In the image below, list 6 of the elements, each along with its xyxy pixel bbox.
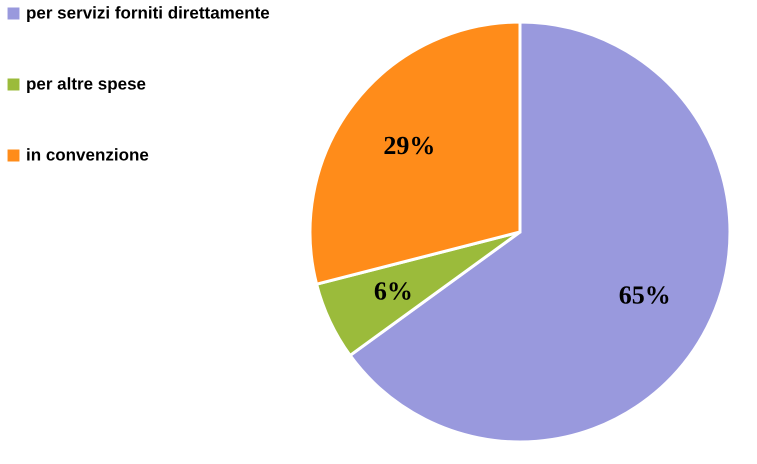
legend-label: per servizi forniti direttamente [26, 4, 270, 22]
data-label: 29% [383, 131, 436, 160]
data-label: 65% [618, 280, 671, 310]
legend-label: per altre spese [26, 74, 146, 94]
legend-label: in convenzione [26, 146, 149, 164]
data-label: 6% [374, 276, 413, 306]
